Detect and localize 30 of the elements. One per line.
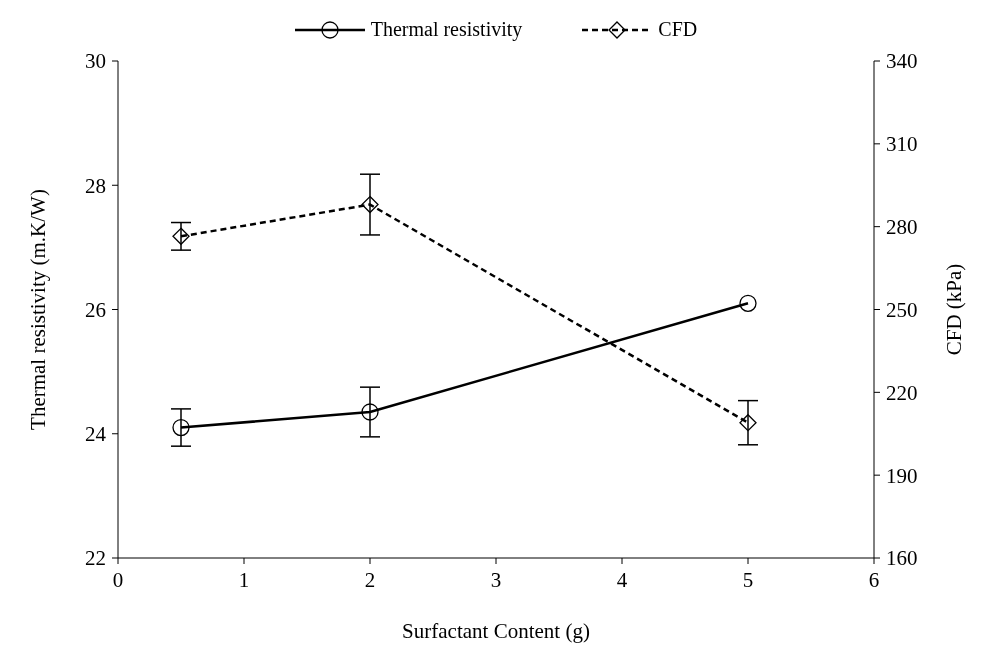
point	[172, 418, 190, 437]
point	[739, 414, 757, 432]
legend-label: CFD	[658, 18, 698, 41]
x-tick-label: 4	[616, 567, 628, 592]
x-tick-label: 0	[112, 567, 124, 592]
y-tick-label: 26	[85, 297, 106, 322]
point	[361, 195, 379, 214]
x-tick-label: 6	[868, 567, 880, 592]
y2-tick-label: 250	[886, 297, 918, 322]
y2-tick-label: 190	[886, 463, 918, 488]
y-axis-title: Thermal resistivity (m.K/W)	[26, 189, 51, 430]
point	[739, 294, 757, 312]
legend-label: Thermal resistivity	[370, 18, 523, 41]
point	[172, 227, 190, 245]
x-tick-label: 5	[742, 567, 754, 592]
y-tick-label: 24	[85, 422, 107, 447]
y2-tick-label: 310	[886, 132, 918, 157]
x-tick-label: 3	[490, 567, 502, 592]
y2-tick-label: 220	[886, 380, 918, 405]
x-axis-title: Surfactant Content (g)	[402, 619, 590, 643]
y2-tick-label: 280	[886, 215, 918, 240]
x-tick-label: 1	[238, 567, 250, 592]
point	[361, 403, 379, 421]
y-tick-label: 30	[85, 49, 106, 74]
y2-axis-title: CFD (kPa)	[942, 263, 967, 356]
y-tick-label: 28	[85, 173, 106, 198]
y-tick-label: 22	[85, 546, 106, 571]
x-tick-label: 2	[364, 567, 376, 592]
y2-tick-label: 340	[886, 49, 918, 74]
y2-tick-label: 160	[886, 546, 918, 571]
